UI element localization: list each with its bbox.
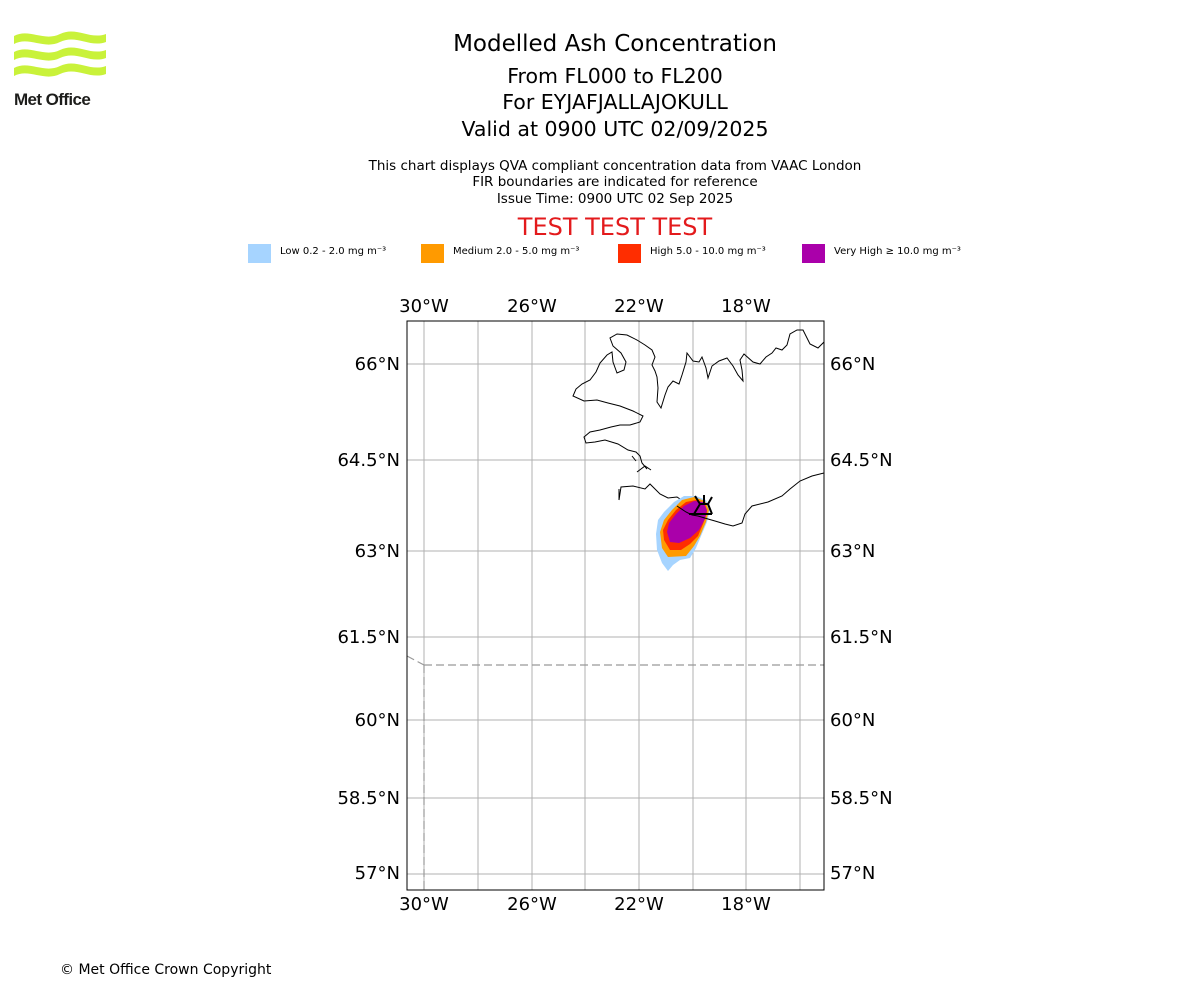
iceland-coastline <box>572 329 824 527</box>
lon-label-top: 26°W <box>507 296 557 317</box>
lat-label-right: 61.5°N <box>830 627 893 648</box>
lat-label-right: 58.5°N <box>830 788 893 809</box>
lat-label-left: 63°N <box>355 541 400 562</box>
lon-label-bottom: 22°W <box>614 894 664 915</box>
lon-label-bottom: 26°W <box>507 894 557 915</box>
lat-label-left: 61.5°N <box>337 627 400 648</box>
lon-label-top: 22°W <box>614 296 664 317</box>
legend-label-low: Low 0.2 - 2.0 mg m⁻³ <box>280 246 387 257</box>
chart-title: Modelled Ash Concentration <box>453 31 777 57</box>
lat-label-left: 64.5°N <box>337 450 400 471</box>
lat-label-right: 63°N <box>830 541 875 562</box>
test-banner: TEST TEST TEST <box>517 213 713 241</box>
met-office-waves-icon <box>14 31 106 77</box>
lon-label-top: 18°W <box>721 296 771 317</box>
copyright-notice: © Met Office Crown Copyright <box>60 962 272 978</box>
legend-swatch-very-high <box>802 244 825 263</box>
coastline-fragment <box>631 455 652 473</box>
lat-label-left: 60°N <box>355 710 400 731</box>
lat-label-right: 66°N <box>830 354 875 375</box>
map-frame <box>406 320 825 891</box>
lat-label-right: 57°N <box>830 863 875 884</box>
lon-label-bottom: 18°W <box>721 894 771 915</box>
legend-swatch-low <box>248 244 271 263</box>
met-office-logo-text: Met Office <box>14 90 91 109</box>
ash-concentration-layers <box>656 496 710 571</box>
lon-label-bottom: 30°W <box>399 894 449 915</box>
legend-label-very-high: Very High ≥ 10.0 mg m⁻³ <box>834 246 961 257</box>
met-office-logo: Met Office <box>14 30 106 109</box>
issue-time: Issue Time: 0900 UTC 02 Sep 2025 <box>496 191 734 207</box>
legend-swatch-medium <box>421 244 444 263</box>
description-line: This chart displays QVA compliant concen… <box>368 158 862 174</box>
map-gridlines <box>407 321 824 890</box>
fir-note: FIR boundaries are indicated for referen… <box>472 174 758 190</box>
flight-level-range: From FL000 to FL200 <box>507 64 723 88</box>
valid-time: Valid at 0900 UTC 02/09/2025 <box>461 117 769 141</box>
volcano-name: For EYJAFJALLAJOKULL <box>502 90 728 114</box>
legend-label-medium: Medium 2.0 - 5.0 mg m⁻³ <box>453 246 580 257</box>
fir-boundary <box>407 655 824 890</box>
lat-label-left: 58.5°N <box>337 788 400 809</box>
volcano-marker-icon <box>689 495 713 515</box>
lat-label-left: 57°N <box>355 863 400 884</box>
lat-label-left: 66°N <box>355 354 400 375</box>
lat-label-right: 64.5°N <box>830 450 893 471</box>
ash-contour-very-high <box>667 501 707 543</box>
lat-label-right: 60°N <box>830 710 875 731</box>
legend-swatch-high <box>618 244 641 263</box>
lon-label-top: 30°W <box>399 296 449 317</box>
legend-label-high: High 5.0 - 10.0 mg m⁻³ <box>650 246 766 257</box>
